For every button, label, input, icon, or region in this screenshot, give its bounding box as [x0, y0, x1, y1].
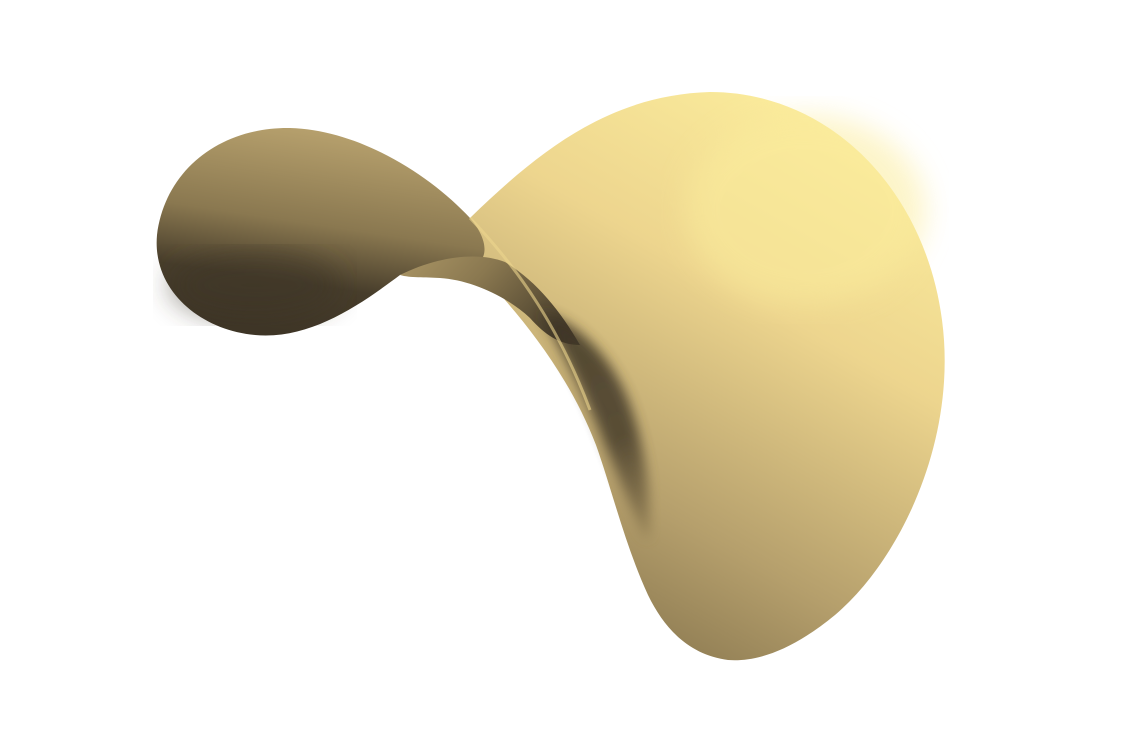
surface-neck [400, 256, 580, 345]
surface-fold-edge [468, 216, 592, 411]
surface-crease [540, 312, 650, 540]
surface-highlight [685, 115, 925, 305]
surface-left-shadow [170, 251, 340, 319]
